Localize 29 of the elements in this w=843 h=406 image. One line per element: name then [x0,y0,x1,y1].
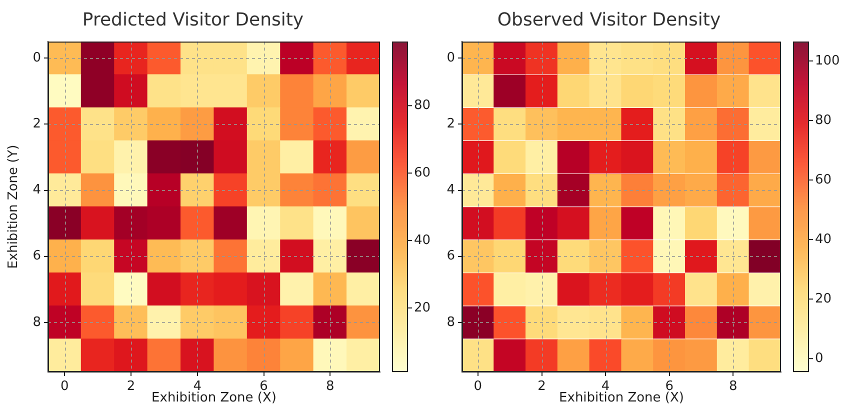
x-tick-label: 0 [474,379,482,394]
chart-title: Predicted Visitor Density [82,9,304,30]
x-tick-label: 8 [729,379,738,394]
x-tick-label: 8 [326,379,334,394]
color-bar-label: 0 [815,350,824,366]
color-bar-label: 60 [414,165,431,180]
color-bar-label: 40 [414,232,431,248]
y-tick-label: 4 [446,182,455,198]
y-tick-label: 8 [32,314,41,330]
y-tick-label: 6 [32,248,41,264]
color-bar-label: 60 [815,172,832,188]
y-tick-label: 2 [446,116,455,132]
y-tick-label: 0 [32,50,41,66]
chart-title: Observed Visitor Density [497,9,721,30]
y-tick-label: 4 [32,182,41,198]
y-tick-label: 0 [446,50,455,66]
color-bar-label: 20 [414,300,431,316]
y-tick-label: 2 [32,116,41,132]
y-tick-label: 8 [446,314,455,330]
x-tick-label: 2 [126,379,136,394]
x-tick-label: 2 [538,379,546,394]
color-bar-label: 80 [414,98,431,114]
color-bar-label: 100 [815,53,840,68]
x-tick-label: 0 [60,379,69,394]
color-bar-label: 80 [815,112,832,128]
color-bar-label: 40 [815,232,832,247]
color-bar-label: 20 [815,291,832,306]
y-axis-title: Exhibition Zone (Y) [6,144,22,269]
y-tick-label: 6 [446,248,455,264]
